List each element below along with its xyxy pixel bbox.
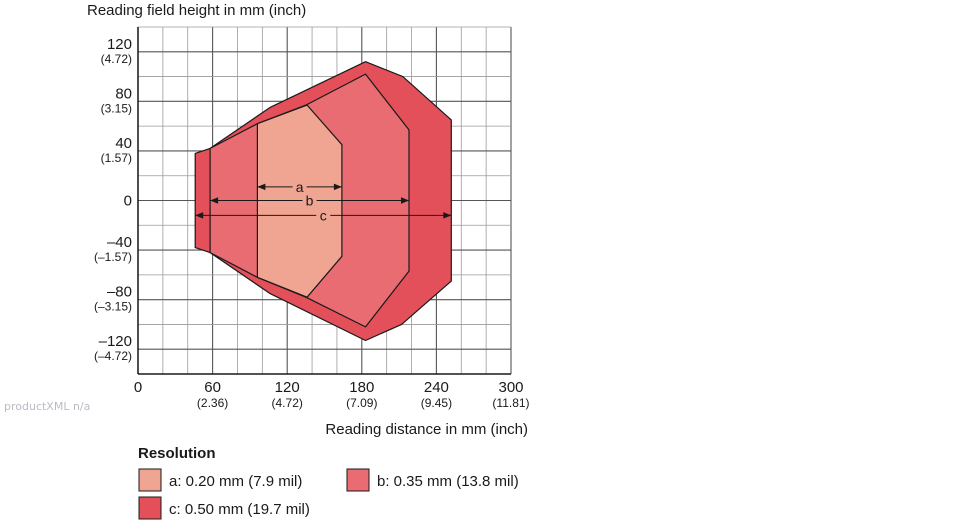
legend-swatch-b xyxy=(346,468,370,492)
legend-item-c: c: 0.50 mm (19.7 mil) xyxy=(138,496,310,520)
y-tick-sublabel: (4.72) xyxy=(101,52,132,66)
watermark: productXML n/a xyxy=(4,400,91,413)
legend-label-a: a: 0.20 mm (7.9 mil) xyxy=(169,473,302,490)
x-axis-label: Reading distance in mm (inch) xyxy=(325,421,528,438)
x-tick-label: 0 xyxy=(134,379,142,396)
y-tick-label: –80 xyxy=(107,284,132,301)
x-tick-labels: 0 60(2.36) 120(4.72) 180(7.09) 240(9.45) 300(… xyxy=(134,379,530,410)
region-a xyxy=(256,104,343,298)
x-tick-label: 120 xyxy=(275,379,300,396)
legend-swatch-a xyxy=(138,468,162,492)
x-tick-label: 60 xyxy=(204,379,221,396)
x-tick-sublabel: (11.81) xyxy=(492,396,529,410)
arrowhead-right-a xyxy=(333,183,342,191)
range-arrows: abc xyxy=(195,179,452,223)
legend-swatch-c xyxy=(138,496,162,520)
range-b: b xyxy=(210,193,410,209)
arrowhead-left-a xyxy=(257,183,266,191)
range-label-c: c xyxy=(320,207,327,223)
legend: Resolution a: 0.20 mm (7.9 mil) b: 0.35 … xyxy=(138,445,519,520)
x-tick-sublabel: (7.09) xyxy=(346,396,377,410)
legend-label-c: c: 0.50 mm (19.7 mil) xyxy=(169,501,310,518)
range-label-a: a xyxy=(296,179,304,195)
range-c: c xyxy=(195,207,452,223)
y-tick-sublabel: (–1.57) xyxy=(94,250,132,264)
range-a: a xyxy=(257,179,342,195)
x-tick-sublabel: (4.72) xyxy=(272,396,303,410)
axes xyxy=(137,27,511,375)
y-tick-label: –40 xyxy=(107,234,132,251)
arrowhead-right-b xyxy=(401,197,410,204)
y-tick-sublabel: (–3.15) xyxy=(94,300,132,314)
y-tick-label: 120 xyxy=(107,36,132,53)
y-tick-sublabel: (1.57) xyxy=(101,151,132,165)
arrowhead-right-c xyxy=(443,212,452,219)
y-axis-label: Reading field height in mm (inch) xyxy=(87,2,306,19)
x-tick-label: 240 xyxy=(424,379,449,396)
reading-regions xyxy=(194,61,452,342)
y-tick-labels: 120(4.72)80(3.15)40(1.57)0–40(–1.57)–80(… xyxy=(94,36,132,363)
arrowhead-left-b xyxy=(210,197,219,204)
y-tick-label: –120 xyxy=(99,333,132,350)
x-tick-label: 300 xyxy=(498,379,523,396)
x-tick-sublabel: (2.36) xyxy=(197,396,228,410)
legend-label-b: b: 0.35 mm (13.8 mil) xyxy=(377,473,519,490)
x-tick-sublabel: (9.45) xyxy=(421,396,452,410)
arrowhead-left-c xyxy=(195,212,204,219)
y-tick-label: 0 xyxy=(124,193,132,210)
legend-title: Resolution xyxy=(138,445,216,462)
x-tick-label: 180 xyxy=(349,379,374,396)
y-tick-label: 40 xyxy=(115,135,132,152)
legend-item-a: a: 0.20 mm (7.9 mil) xyxy=(138,468,302,492)
y-tick-label: 80 xyxy=(115,85,132,102)
y-tick-sublabel: (–4.72) xyxy=(94,349,132,363)
y-tick-sublabel: (3.15) xyxy=(101,101,132,115)
legend-item-b: b: 0.35 mm (13.8 mil) xyxy=(346,468,519,492)
range-label-b: b xyxy=(306,193,314,209)
